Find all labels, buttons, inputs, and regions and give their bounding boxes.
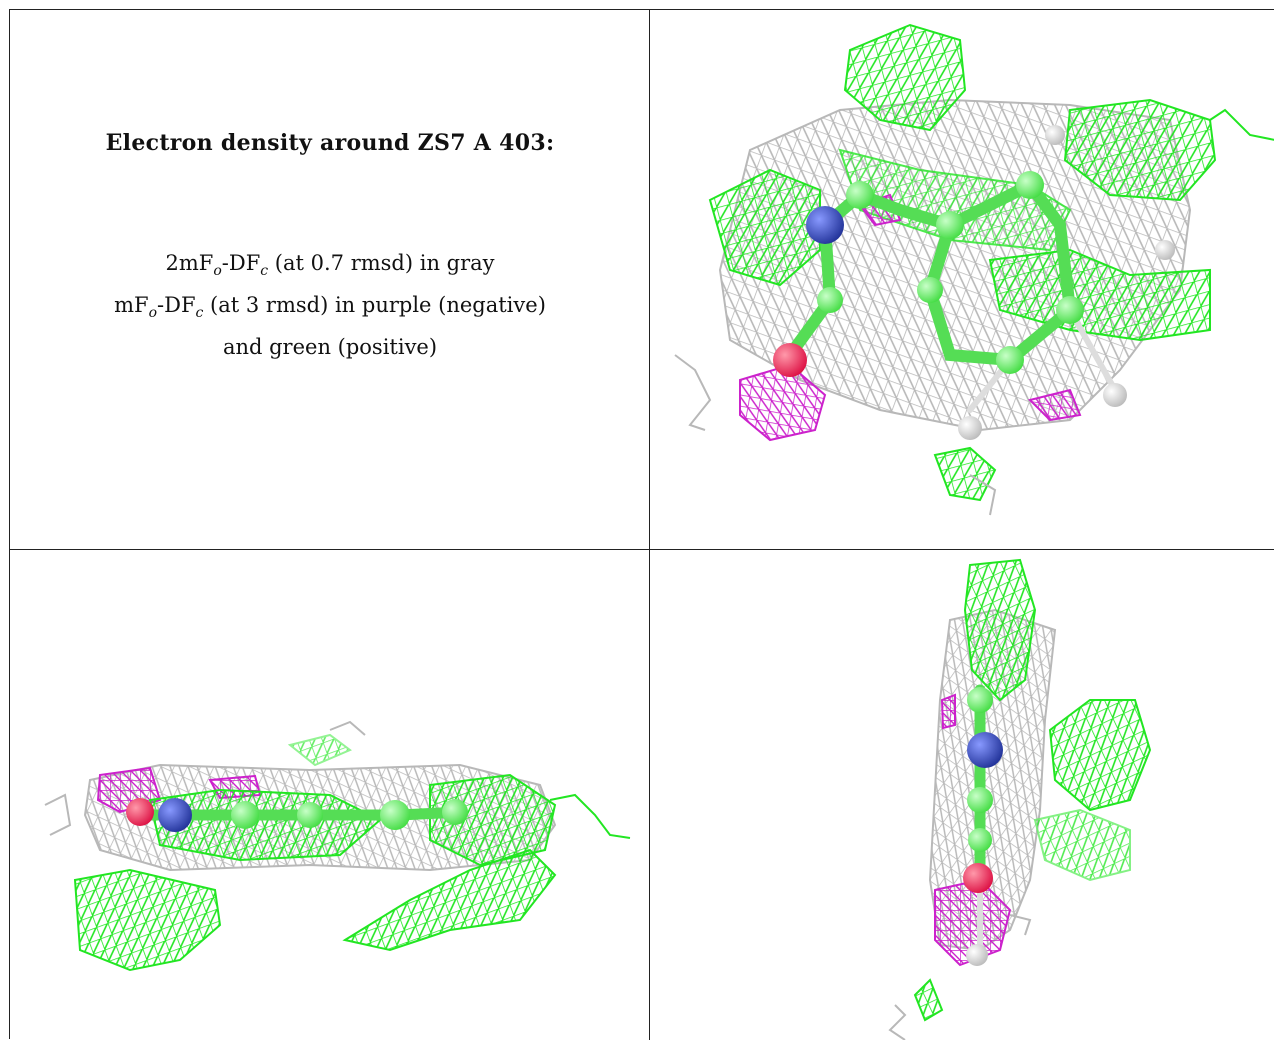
oxygen-atom	[963, 863, 993, 893]
nitrogen-atom	[158, 798, 192, 832]
carbon-atom	[968, 828, 992, 852]
carbon-atom	[996, 346, 1024, 374]
density-render-side	[44, 720, 631, 972]
legend: 2mFo-DFc (at 0.7 rmsd) in gray mFo-DFc (…	[10, 246, 649, 364]
carbon-atom	[967, 687, 993, 713]
hydrogen-atom	[958, 416, 982, 440]
gray-mesh-fragment	[44, 793, 72, 836]
legend-line-difference: mFo-DFc (at 3 rmsd) in purple (negative)	[114, 293, 546, 322]
carbon-atom	[231, 801, 259, 829]
density-view-end	[650, 550, 1274, 1040]
hydrogen-atom	[1155, 240, 1175, 260]
oxygen-atom	[773, 343, 807, 377]
ligand-model	[126, 798, 468, 832]
positive-mesh-fragment	[1209, 108, 1274, 141]
ligand-model	[963, 684, 1003, 966]
positive-mesh-blob	[988, 248, 1211, 342]
positive-mesh-blob	[708, 168, 821, 287]
carbon-atom	[817, 287, 843, 313]
positive-mesh-blob	[913, 978, 944, 1022]
gray-density-mesh	[928, 608, 1057, 952]
gray-mesh-fragment	[969, 474, 997, 516]
density-view-side	[10, 550, 650, 1040]
carbon-atom	[380, 800, 410, 830]
figure-title: Electron density around ZS7 A 403:	[105, 130, 555, 156]
carbon-atom	[846, 181, 874, 209]
carbon-atom	[297, 802, 323, 828]
gray-density-mesh	[718, 98, 1192, 432]
carbon-atom	[442, 799, 468, 825]
nitrogen-atom	[967, 732, 1003, 768]
density-view-top	[650, 10, 1274, 550]
oxygen-atom	[126, 798, 154, 826]
carbon-atom	[1016, 171, 1044, 199]
nitrogen-atom	[806, 206, 844, 244]
gray-mesh-fragment	[329, 720, 366, 736]
hydrogen-atom	[1103, 383, 1127, 407]
legend-line-gray: 2mFo-DFc (at 0.7 rmsd) in gray	[165, 251, 495, 280]
positive-mesh-blob	[1063, 98, 1217, 202]
positive-mesh-blob	[843, 23, 967, 132]
positive-mesh-blob	[1033, 808, 1131, 882]
density-render-end	[888, 558, 1152, 1040]
gray-mesh-fragment	[674, 354, 712, 431]
positive-mesh-blob	[342, 848, 557, 952]
figure-grid: Electron density around ZS7 A 403: 2mFo-…	[9, 9, 1274, 1040]
ligand-model	[773, 125, 1175, 440]
negative-mesh-blob	[940, 693, 956, 730]
hydrogen-atom	[966, 944, 988, 966]
positive-mesh-fragment	[549, 793, 631, 839]
carbon-atom	[967, 787, 993, 813]
carbon-atom	[917, 277, 943, 303]
positive-mesh-blob	[287, 733, 352, 767]
caption-panel: Electron density around ZS7 A 403: 2mFo-…	[10, 10, 650, 550]
density-render-top	[674, 23, 1274, 516]
negative-mesh-blob	[1028, 388, 1082, 422]
hydrogen-atom	[1045, 125, 1065, 145]
positive-mesh-blob	[1048, 699, 1152, 812]
gray-mesh-fragment	[1009, 914, 1032, 936]
carbon-atom	[1056, 296, 1084, 324]
legend-line-positive: and green (positive)	[222, 335, 438, 360]
positive-mesh-blob	[148, 788, 382, 862]
positive-mesh-blob	[429, 773, 557, 867]
gray-mesh-fragment	[888, 1004, 907, 1040]
positive-mesh-blob	[933, 446, 997, 502]
positive-mesh-blob	[73, 868, 222, 972]
carbon-atom	[936, 211, 964, 239]
positive-mesh-blob	[963, 558, 1037, 702]
